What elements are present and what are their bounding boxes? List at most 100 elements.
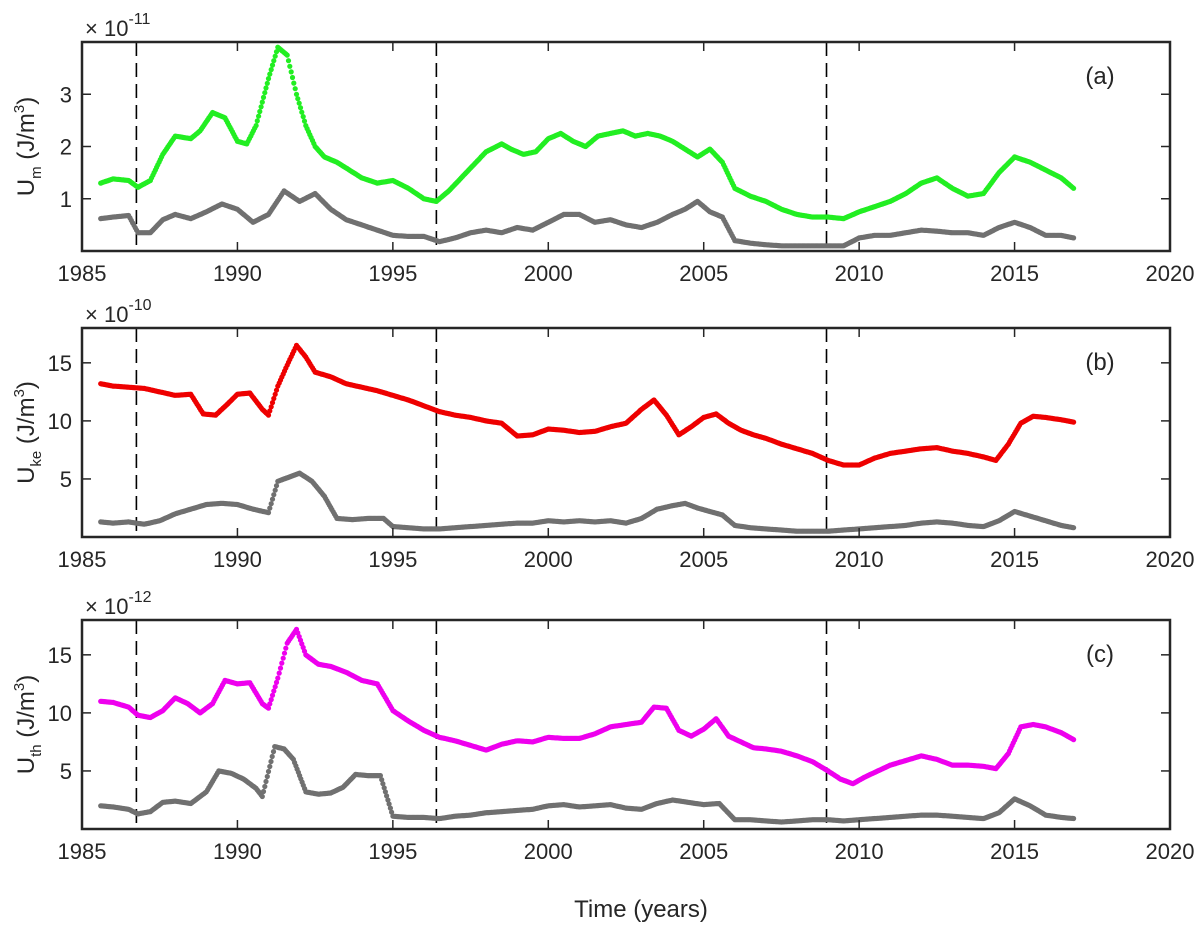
data-point [275, 675, 281, 681]
x-tick-label: 2010 [835, 547, 884, 572]
data-point [262, 783, 268, 790]
data-point [300, 114, 306, 120]
y-tick-label: 5 [60, 759, 72, 784]
y-axis-title: Uke (J/m3) [11, 381, 45, 484]
data-point [1071, 815, 1077, 822]
y-axis-title: Um (J/m3) [11, 97, 45, 197]
data-point [259, 99, 265, 105]
x-tick-label: 1990 [213, 261, 262, 286]
data-point [291, 80, 297, 86]
data-point [268, 697, 274, 703]
data-point [284, 52, 290, 58]
std-series [98, 188, 1077, 249]
y-axis-title: Uth (J/m3) [11, 675, 45, 775]
data-point [1071, 737, 1077, 743]
data-point [267, 701, 273, 707]
data-point [269, 400, 276, 406]
y-tick-label: 15 [48, 643, 72, 668]
data-point [281, 650, 288, 656]
exponent-multiplier: × 10-12 [85, 589, 152, 619]
data-point [269, 62, 276, 68]
x-tick-label: 2020 [1146, 839, 1195, 864]
data-point [264, 773, 270, 780]
x-tick-label: 2015 [990, 547, 1039, 572]
y-tick-label: 3 [60, 82, 72, 107]
data-point [263, 85, 269, 91]
data-point [254, 118, 260, 124]
exponent-multiplier: × 10-11 [85, 11, 150, 41]
data-point [273, 387, 280, 393]
data-point [272, 53, 278, 59]
data-point [389, 809, 395, 815]
data-point [289, 74, 296, 81]
data-point [385, 797, 391, 803]
data-point [253, 123, 259, 129]
x-tick-label: 2005 [679, 839, 728, 864]
data-point [272, 391, 278, 397]
data-point [279, 660, 285, 666]
x-tick-label: 2020 [1146, 547, 1195, 572]
data-point [1071, 185, 1077, 191]
data-point [268, 501, 274, 507]
data-point [271, 395, 277, 402]
data-point [265, 705, 272, 711]
data-point [283, 645, 289, 651]
data-point [271, 58, 277, 64]
x-tick-label: 1985 [58, 261, 107, 286]
data-point [264, 80, 270, 86]
data-point [280, 655, 286, 661]
data-point [267, 71, 273, 77]
data-point [262, 90, 268, 96]
std-series [98, 744, 1077, 825]
data-point [301, 118, 308, 124]
data-point [380, 781, 386, 787]
data-point [297, 105, 304, 111]
data-point [257, 108, 263, 115]
data-point [259, 793, 265, 800]
axes-frame [80, 326, 1172, 539]
data-point [386, 801, 392, 807]
data-point [268, 67, 274, 73]
data-point [384, 793, 390, 799]
y-tick-label: 10 [48, 409, 72, 434]
data-point [299, 109, 305, 115]
x-tick-label: 1985 [58, 839, 107, 864]
x-tick-label: 2005 [679, 261, 728, 286]
x-tick-label: 1995 [368, 547, 417, 572]
x-tick-label: 2015 [990, 261, 1039, 286]
data-point [277, 665, 284, 671]
data-point [267, 505, 273, 511]
data-point [273, 483, 280, 489]
data-point [1071, 419, 1077, 425]
x-tick-label: 2010 [835, 261, 884, 286]
y-tick-label: 2 [60, 135, 72, 160]
data-point [265, 768, 272, 775]
mean-series [98, 626, 1077, 787]
data-point [267, 408, 273, 414]
data-point [287, 63, 293, 69]
data-point [381, 785, 387, 791]
data-point [272, 487, 278, 493]
exponent-multiplier: × 10-10 [85, 297, 152, 327]
x-tick-label: 1990 [213, 547, 262, 572]
data-point [265, 509, 272, 516]
data-point [271, 492, 277, 498]
data-point [272, 684, 278, 690]
y-tick-label: 15 [48, 351, 72, 376]
x-tick-label: 2005 [679, 547, 728, 572]
data-point [273, 679, 280, 686]
x-tick-label: 1990 [213, 839, 262, 864]
x-tick-label: 2000 [524, 839, 573, 864]
data-point [260, 788, 267, 795]
x-tick-label: 1995 [368, 839, 417, 864]
x-tick-label: 1985 [58, 547, 107, 572]
data-point [270, 749, 277, 755]
data-point [268, 404, 274, 410]
panel-label: (b) [1085, 349, 1114, 376]
data-point [269, 753, 275, 760]
axes-frame [80, 618, 1172, 831]
data-point [1071, 235, 1077, 241]
